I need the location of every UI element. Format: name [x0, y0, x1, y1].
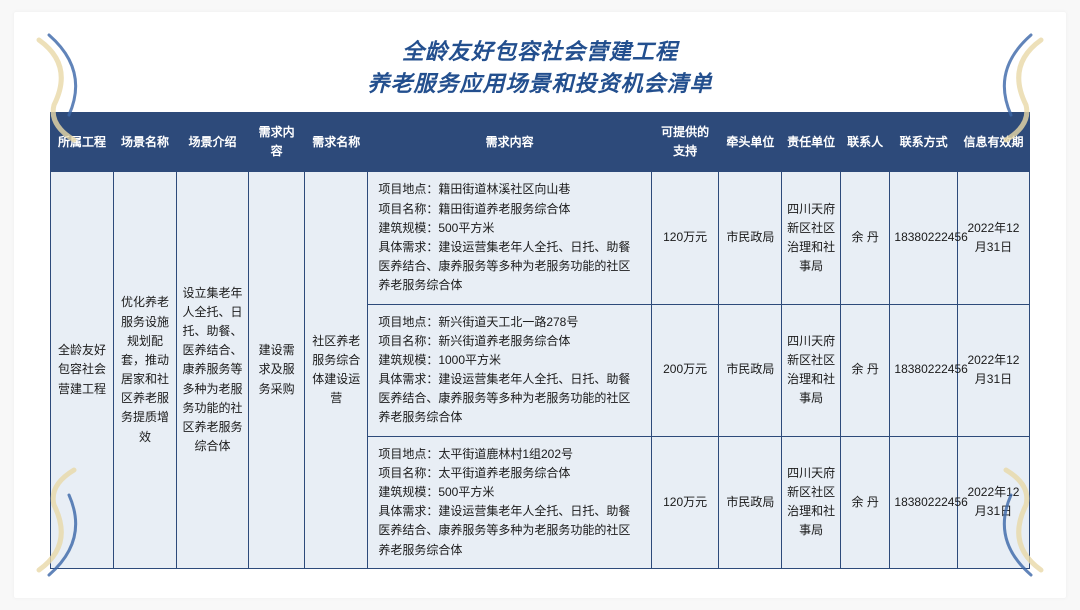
cell-person: 余 丹	[840, 436, 890, 568]
col-header: 信息有效期	[957, 113, 1029, 172]
cell-support: 200万元	[651, 304, 719, 436]
col-header: 联系人	[840, 113, 890, 172]
cell-valid: 2022年12月31日	[957, 172, 1029, 304]
cell-lead: 市民政局	[719, 304, 782, 436]
cell-project: 全龄友好包容社会营建工程	[51, 172, 114, 568]
col-header: 可提供的支持	[651, 113, 719, 172]
cell-support: 120万元	[651, 436, 719, 568]
title-block: 全龄友好包容社会营建工程 养老服务应用场景和投资机会清单	[14, 12, 1066, 112]
investment-table: 所属工程 场景名称 场景介绍 需求内容 需求名称 需求内容 可提供的支持 牵头单…	[50, 112, 1030, 569]
title-line-1: 全龄友好包容社会营建工程	[14, 34, 1066, 66]
cell-content: 项目地点：太平街道鹿林村1组202号项目名称：太平街道养老服务综合体建筑规模：5…	[368, 436, 652, 568]
col-header: 需求内容	[368, 113, 652, 172]
cell-person: 余 丹	[840, 172, 890, 304]
cell-content: 项目地点：新兴街道天工北一路278号项目名称：新兴街道养老服务综合体建筑规模：1…	[368, 304, 652, 436]
cell-tel: 18380222456	[890, 172, 958, 304]
col-header: 场景介绍	[177, 113, 249, 172]
cell-tel: 18380222456	[890, 436, 958, 568]
cell-scene-name: 优化养老服务设施规划配套，推动居家和社区养老服务提质增效	[114, 172, 177, 568]
col-header: 所属工程	[51, 113, 114, 172]
cell-resp: 四川天府新区社区治理和社事局	[782, 304, 841, 436]
cell-person: 余 丹	[840, 304, 890, 436]
page-frame: 全龄友好包容社会营建工程 养老服务应用场景和投资机会清单 所属工程 场景名称 场…	[14, 12, 1066, 598]
table-header-row: 所属工程 场景名称 场景介绍 需求内容 需求名称 需求内容 可提供的支持 牵头单…	[51, 113, 1030, 172]
table-row: 全龄友好包容社会营建工程 优化养老服务设施规划配套，推动居家和社区养老服务提质增…	[51, 172, 1030, 304]
cell-resp: 四川天府新区社区治理和社事局	[782, 436, 841, 568]
col-header: 责任单位	[782, 113, 841, 172]
cell-req-name: 社区养老服务综合体建设运营	[305, 172, 368, 568]
cell-req-type: 建设需求及服务采购	[249, 172, 305, 568]
col-header: 场景名称	[114, 113, 177, 172]
cell-lead: 市民政局	[719, 436, 782, 568]
col-header: 需求名称	[305, 113, 368, 172]
cell-valid: 2022年12月31日	[957, 304, 1029, 436]
cell-resp: 四川天府新区社区治理和社事局	[782, 172, 841, 304]
cell-tel: 18380222456	[890, 304, 958, 436]
cell-support: 120万元	[651, 172, 719, 304]
col-header: 需求内容	[249, 113, 305, 172]
cell-content: 项目地点：籍田街道林溪社区向山巷项目名称：籍田街道养老服务综合体建筑规模：500…	[368, 172, 652, 304]
cell-lead: 市民政局	[719, 172, 782, 304]
col-header: 联系方式	[890, 113, 958, 172]
title-line-2: 养老服务应用场景和投资机会清单	[14, 66, 1066, 98]
cell-valid: 2022年12月31日	[957, 436, 1029, 568]
col-header: 牵头单位	[719, 113, 782, 172]
table-container: 所属工程 场景名称 场景介绍 需求内容 需求名称 需求内容 可提供的支持 牵头单…	[14, 112, 1066, 589]
cell-scene-intro: 设立集老年人全托、日托、助餐、医养结合、康养服务等多种为老服务功能的社区养老服务…	[177, 172, 249, 568]
